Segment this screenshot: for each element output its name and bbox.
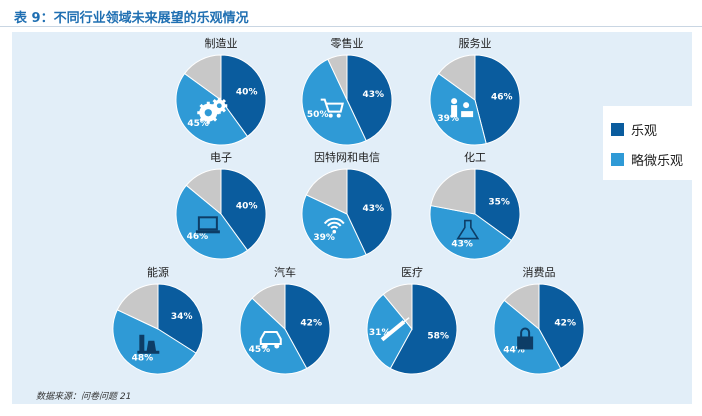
syringe-icon <box>380 317 410 342</box>
pie-label: 能源 <box>147 265 169 279</box>
slice-remainder <box>185 168 222 216</box>
slice-remainder <box>183 54 222 101</box>
pie-10: 消费品 42% 44% <box>493 265 585 375</box>
pie-label: 医疗 <box>401 265 423 279</box>
shopping-cart-icon <box>320 98 344 118</box>
legend-label-slightly-optimistic: 略微乐观 <box>631 153 684 169</box>
value-label-optimistic: 34% <box>171 312 193 322</box>
value-label-slightly-optimistic: 46% <box>187 232 209 242</box>
pie-6: 化工 35% 43% <box>429 150 521 260</box>
value-label-slightly-optimistic: 39% <box>313 233 335 243</box>
pie-2: 零售业 43% 50% <box>301 36 393 146</box>
slice-slightly-optimistic <box>429 72 487 146</box>
pie-3: 服务业 46% 39% <box>429 37 521 146</box>
power-plant-icon <box>137 334 160 354</box>
slice-optimistic <box>346 168 393 256</box>
slice-slightly-optimistic <box>239 297 308 375</box>
value-label-optimistic: 42% <box>554 318 576 328</box>
pie-7: 能源 34% 48% <box>112 265 204 375</box>
value-label-slightly-optimistic: 43% <box>451 240 473 250</box>
value-label-optimistic: 40% <box>236 202 258 212</box>
value-label-slightly-optimistic: 45% <box>249 345 271 355</box>
value-label-optimistic: 46% <box>491 93 513 103</box>
pie-5: 因特网和电信 43% 39% <box>301 150 393 260</box>
title-divider <box>0 26 702 27</box>
value-label-optimistic: 35% <box>488 198 510 208</box>
slice-remainder <box>305 168 348 215</box>
pie-label: 零售业 <box>331 36 364 50</box>
figure-title: 表 9：不同行业领域未来展望的乐观情况 <box>14 11 249 26</box>
wifi-icon <box>323 217 345 234</box>
value-label-slightly-optimistic: 31% <box>369 328 391 338</box>
value-label-slightly-optimistic: 44% <box>503 346 525 356</box>
pie-label: 化工 <box>464 150 486 164</box>
slice-optimistic <box>538 283 585 370</box>
laptop-icon <box>195 216 220 234</box>
value-label-slightly-optimistic: 39% <box>437 114 459 124</box>
slice-optimistic <box>389 283 458 375</box>
slice-remainder <box>430 168 476 215</box>
slice-optimistic <box>284 283 331 370</box>
pie-label: 因特网和电信 <box>314 150 380 164</box>
pie-label: 服务业 <box>459 37 492 50</box>
slice-remainder <box>116 283 159 330</box>
slice-optimistic <box>474 168 521 242</box>
value-label-slightly-optimistic: 50% <box>307 110 329 120</box>
flask-icon <box>456 219 480 240</box>
shopping-bag-icon <box>517 327 534 350</box>
source-note: 数据来源：问卷问题 21 <box>36 392 132 402</box>
legend-swatch-slightly-optimistic <box>611 152 624 166</box>
slice-remainder <box>437 54 476 101</box>
gears-icon <box>197 97 228 124</box>
slice-remainder <box>327 54 348 101</box>
legend-label-optimistic: 乐观 <box>631 123 658 139</box>
slice-optimistic <box>220 168 267 252</box>
pie-8: 汽车 42% 45% <box>239 265 331 375</box>
legend: 乐观 略微乐观 <box>603 106 692 180</box>
pie-4: 电子 40% 46% <box>175 151 267 260</box>
value-label-optimistic: 42% <box>300 318 322 328</box>
legend-item-optimistic: 乐观 <box>611 120 658 139</box>
value-label-optimistic: 43% <box>363 90 385 100</box>
slice-remainder <box>503 283 540 331</box>
pie-label: 电子 <box>210 151 232 164</box>
slice-slightly-optimistic <box>301 58 367 146</box>
value-label-optimistic: 40% <box>236 88 258 98</box>
value-label-optimistic: 43% <box>363 204 385 214</box>
slice-slightly-optimistic <box>175 184 249 260</box>
pie-label: 汽车 <box>274 265 296 279</box>
slice-slightly-optimistic <box>429 204 513 260</box>
slice-remainder <box>382 283 413 331</box>
slice-optimistic <box>474 54 521 145</box>
pie-label: 制造业 <box>205 36 238 50</box>
slice-remainder <box>251 283 286 331</box>
pie-9: 医疗 58% 31% <box>366 265 458 375</box>
slice-optimistic <box>346 54 393 142</box>
slice-optimistic <box>220 54 267 138</box>
value-label-optimistic: 58% <box>427 332 449 342</box>
pie-1: 制造业 40% 45% <box>175 36 267 146</box>
slice-slightly-optimistic <box>112 309 197 375</box>
legend-swatch-optimistic <box>611 122 624 136</box>
value-label-slightly-optimistic: 48% <box>132 353 154 363</box>
car-icon <box>259 331 282 349</box>
legend-item-slightly-optimistic: 略微乐观 <box>611 150 684 169</box>
service-people-icon <box>451 98 474 118</box>
value-label-slightly-optimistic: 45% <box>187 119 209 129</box>
pie-label: 消费品 <box>523 265 556 279</box>
